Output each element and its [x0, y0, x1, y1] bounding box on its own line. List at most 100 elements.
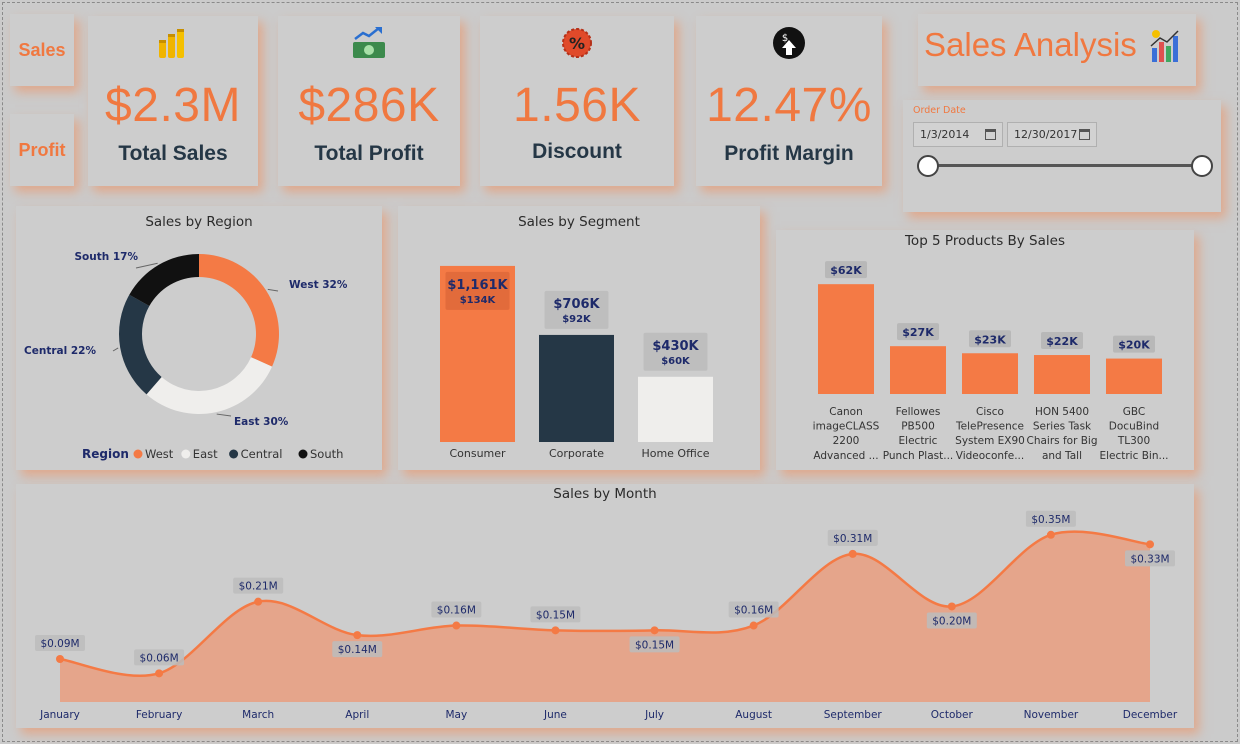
donut-label: East 30% [234, 416, 289, 428]
x-tick-label: February [136, 709, 183, 721]
kpi-total-profit: $286K Total Profit [278, 16, 460, 186]
x-tick-label: June [543, 709, 567, 721]
category-label-line: Videoconfe... [956, 450, 1024, 462]
chart-title: Top 5 Products By Sales [904, 233, 1065, 249]
data-point [551, 626, 560, 635]
data-label: $0.16M [437, 605, 476, 617]
data-point [749, 621, 758, 630]
kpi-label: Discount [532, 140, 622, 163]
category-label-line: Punch Plast... [883, 450, 954, 462]
legend-label: Central [241, 447, 283, 461]
sales-nav-button[interactable]: Sales [10, 14, 74, 86]
start-date-input[interactable]: 1/3/2014 [913, 122, 1003, 147]
data-label: $0.15M [635, 639, 674, 651]
region-donut-chart: West 32% East 30% Central 22% South 17% Regi… [24, 251, 348, 461]
leader-line [267, 288, 279, 292]
data-label-box [431, 601, 482, 618]
legend-marker [181, 449, 191, 459]
category-label-line: Electric [899, 435, 938, 447]
legend-label: South [310, 447, 343, 461]
category-label-line: Electric Bin... [1099, 450, 1168, 462]
chart-title: Sales by Month [553, 486, 657, 502]
legend-title: Region [82, 447, 129, 461]
coins-icon [159, 29, 184, 58]
month-area-chart: $0.09M January $0.06M February $0.21M March $0… [35, 510, 1178, 721]
data-point [155, 669, 164, 678]
category-label-line: HON 5400 [1035, 406, 1089, 418]
donut-slice-west [199, 254, 279, 367]
data-label: $20K [1118, 339, 1150, 352]
category-label-line: GBC [1123, 406, 1146, 418]
chart-title: Sales by Region [145, 214, 253, 230]
kpi-profit-margin: $ 12.47% Profit Margin [696, 16, 882, 186]
data-label: $27K [902, 326, 934, 339]
data-point [353, 631, 362, 640]
product-bar [818, 284, 874, 394]
data-sublabel: $60K [661, 356, 691, 367]
kpi-discount: % 1.56K Discount [480, 16, 674, 186]
profit-nav-button[interactable]: Profit [10, 114, 74, 186]
product-bar [1034, 355, 1090, 394]
data-label-box [629, 636, 680, 653]
data-label-box [1125, 550, 1175, 567]
donut-label: Central 22% [24, 345, 96, 357]
data-label-box [1041, 332, 1083, 350]
date-slicer: Order Date 1/3/2014 12/30/2017 [903, 100, 1221, 212]
calendar-icon[interactable] [985, 129, 996, 140]
data-label-box [233, 577, 284, 594]
donut-label: West 32% [289, 279, 348, 291]
data-point [56, 655, 64, 663]
data-label-box [35, 635, 85, 651]
end-date-value: 12/30/2017 [1014, 128, 1078, 141]
end-date-input[interactable]: 12/30/2017 [1007, 122, 1097, 147]
data-point [254, 597, 263, 606]
products-chart-card: Top 5 Products By Sales $62K Canon imageCL… [776, 230, 1194, 470]
category-label-line: Cisco [976, 406, 1004, 418]
slicer-label: Order Date [913, 105, 966, 116]
data-label: $62K [830, 264, 862, 277]
money-growth-icon [353, 27, 385, 58]
leader-line [216, 413, 232, 417]
category-label-line: Series Task [1033, 421, 1092, 433]
kpi-value: $2.3M [105, 79, 241, 132]
title-card: Sales Analysis [918, 14, 1196, 86]
data-label: $0.20M [932, 615, 971, 627]
data-label-box [332, 641, 383, 658]
legend-marker [133, 449, 143, 459]
data-label-box [445, 271, 510, 310]
category-label-line: Chairs for Big [1026, 435, 1097, 447]
data-label: $22K [1046, 335, 1078, 348]
region-chart-card: Sales by Region West 32% East 30% Central … [16, 206, 382, 470]
data-label-box [643, 332, 708, 371]
range-end-handle[interactable] [1191, 155, 1213, 177]
page-title: Sales Analysis [924, 26, 1137, 63]
calendar-icon[interactable] [1079, 129, 1090, 140]
kpi-value: 1.56K [513, 79, 641, 132]
product-bar [1106, 358, 1162, 394]
data-point [1146, 540, 1154, 549]
percent-badge-icon: % [562, 28, 592, 58]
segment-chart-card: Sales by Segment $1,161K $134K Consumer $70… [398, 206, 760, 470]
products-bar-chart: $62K Canon imageCLASS 2200 Advanced ... $27K F… [813, 261, 1169, 462]
kpi-value: $286K [298, 79, 440, 132]
x-tick-label: November [1024, 709, 1079, 721]
category-label-line: TL300 [1117, 435, 1150, 447]
data-sublabel: $134K [460, 295, 497, 306]
donut-slice-central [119, 294, 162, 395]
range-start-handle[interactable] [917, 155, 939, 177]
data-label: $23K [974, 333, 1006, 346]
segment-bar [539, 334, 614, 442]
category-label-line: Fellowes [896, 406, 941, 418]
data-label-box [969, 330, 1011, 348]
legend-label: East [193, 447, 218, 461]
chart-title: Sales by Segment [518, 214, 640, 230]
product-bar [890, 346, 946, 394]
data-label-box [825, 261, 867, 279]
donut-label: South 17% [74, 251, 138, 263]
range-track[interactable] [927, 164, 1203, 167]
donut-slice-east [146, 357, 273, 414]
kpi-label: Profit Margin [724, 142, 854, 165]
data-point [848, 549, 857, 558]
data-point [1046, 530, 1055, 539]
x-tick-label: July [644, 709, 664, 721]
